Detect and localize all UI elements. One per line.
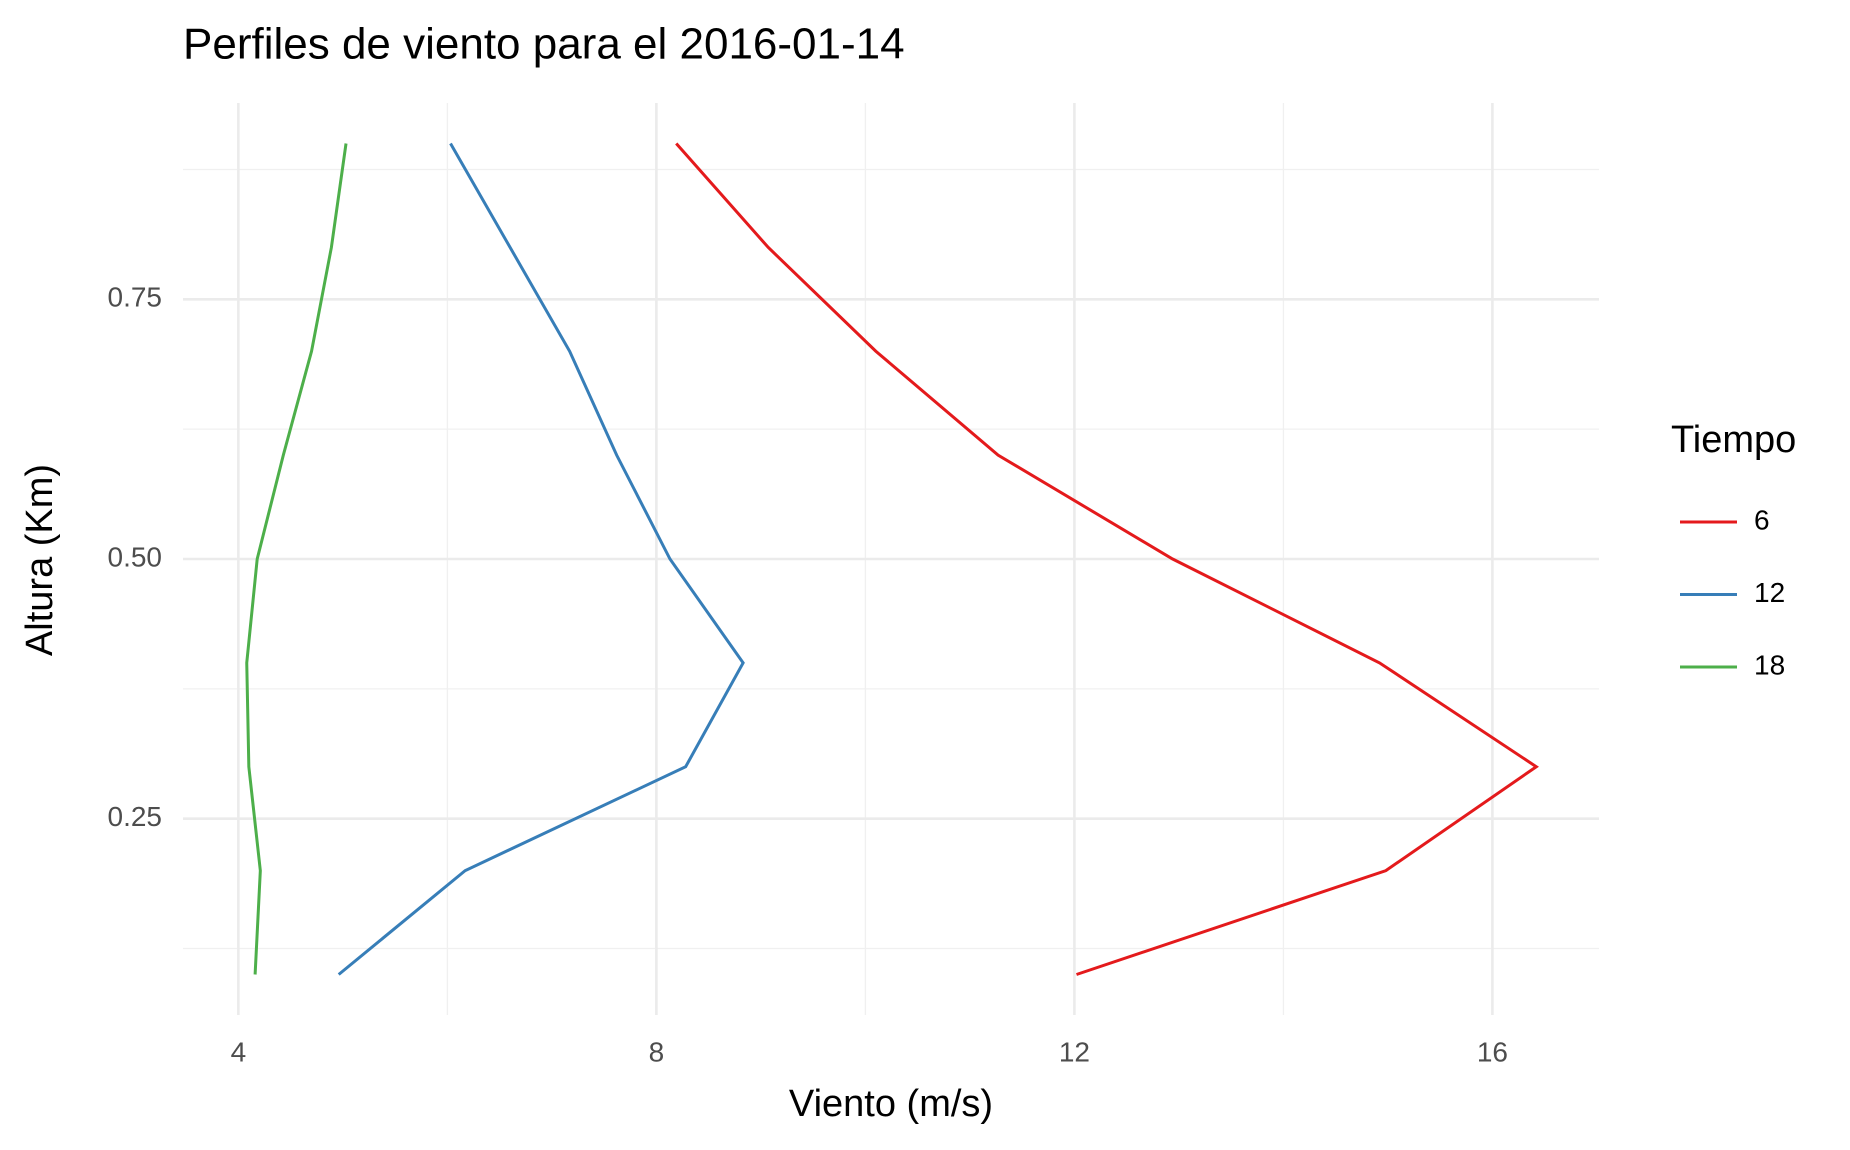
- legend-label: 12: [1754, 577, 1785, 608]
- y-axis-label: Altura (Km): [19, 464, 61, 656]
- line: [675, 142, 1539, 976]
- x-axis-label: Viento (m/s): [789, 1083, 993, 1125]
- y-tick-label: 0.75: [108, 282, 163, 313]
- legend-label: 18: [1754, 649, 1785, 680]
- line: [245, 143, 348, 975]
- y-tick-label: 0.25: [108, 801, 163, 832]
- x-tick-label: 8: [649, 1036, 665, 1067]
- x-tick-label: 16: [1477, 1036, 1508, 1067]
- chart-title: Perfiles de viento para el 2016-01-14: [183, 20, 905, 69]
- legend-title: Tiempo: [1671, 419, 1796, 461]
- y-tick-label: 0.50: [108, 541, 163, 572]
- x-tick-label: 12: [1059, 1036, 1090, 1067]
- line: [337, 142, 745, 976]
- legend-label: 6: [1754, 504, 1770, 535]
- x-tick-label: 4: [231, 1036, 247, 1067]
